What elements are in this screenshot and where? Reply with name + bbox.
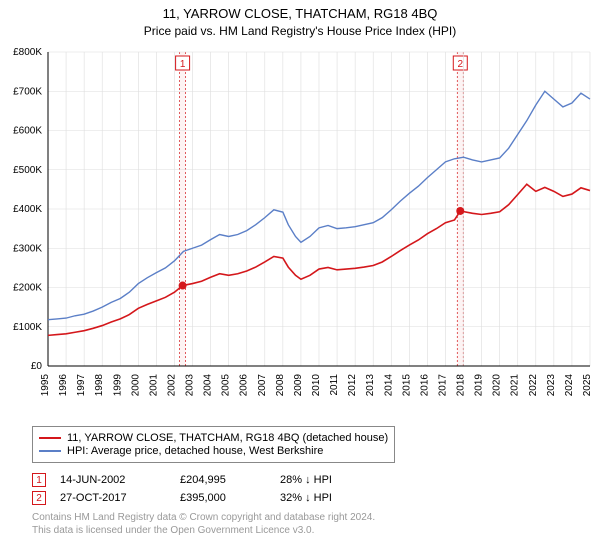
svg-text:£800K: £800K (13, 47, 42, 58)
page-subtitle: Price paid vs. HM Land Registry's House … (0, 21, 600, 44)
svg-text:2022: 2022 (528, 374, 539, 397)
svg-text:2018: 2018 (456, 374, 467, 397)
legend-row: HPI: Average price, detached house, West… (39, 445, 388, 457)
attribution: Contains HM Land Registry data © Crown c… (32, 511, 572, 537)
svg-text:2000: 2000 (130, 374, 141, 397)
svg-text:£400K: £400K (13, 204, 42, 215)
sale-delta: 28% ↓ HPI (280, 474, 400, 486)
svg-text:2009: 2009 (293, 374, 304, 397)
svg-text:2014: 2014 (383, 374, 394, 397)
attribution-line: Contains HM Land Registry data © Crown c… (32, 511, 572, 524)
svg-text:2005: 2005 (221, 374, 232, 397)
svg-text:2008: 2008 (275, 374, 286, 397)
sale-price: £395,000 (180, 492, 280, 504)
svg-text:2011: 2011 (329, 374, 340, 396)
svg-text:2012: 2012 (347, 374, 358, 397)
svg-text:2010: 2010 (311, 374, 322, 397)
chart-svg: 1 2 £0 £100K £200K £300K £400K £500K £600K £700K £… (0, 46, 600, 420)
svg-text:2023: 2023 (546, 374, 557, 397)
svg-text:1995: 1995 (40, 374, 51, 397)
svg-text:2019: 2019 (474, 374, 485, 397)
svg-text:£100K: £100K (13, 322, 42, 333)
legend-swatch-property (39, 437, 61, 439)
svg-text:£700K: £700K (13, 86, 42, 97)
svg-text:2004: 2004 (203, 374, 214, 397)
svg-text:£600K: £600K (13, 126, 42, 137)
svg-text:2001: 2001 (148, 374, 159, 397)
svg-text:1: 1 (180, 59, 186, 70)
svg-text:£200K: £200K (13, 283, 42, 294)
page-title: 11, YARROW CLOSE, THATCHAM, RG18 4BQ (0, 0, 600, 21)
svg-text:£0: £0 (31, 361, 43, 372)
sale-row: 2 27-OCT-2017 £395,000 32% ↓ HPI (32, 491, 572, 505)
svg-text:2002: 2002 (166, 374, 177, 397)
svg-text:1998: 1998 (94, 374, 105, 397)
svg-text:2017: 2017 (437, 374, 448, 397)
svg-text:2006: 2006 (239, 374, 250, 397)
svg-text:2024: 2024 (564, 374, 575, 397)
sale-row: 1 14-JUN-2002 £204,995 28% ↓ HPI (32, 473, 572, 487)
svg-text:2: 2 (458, 59, 464, 70)
svg-text:2007: 2007 (257, 374, 268, 397)
legend-label: HPI: Average price, detached house, West… (67, 445, 323, 457)
svg-text:2013: 2013 (365, 374, 376, 397)
sale-marker-2: 2 (32, 491, 46, 505)
svg-text:£300K: £300K (13, 243, 42, 254)
sale-price: £204,995 (180, 474, 280, 486)
svg-text:2020: 2020 (492, 374, 503, 397)
sale-delta: 32% ↓ HPI (280, 492, 400, 504)
legend-label: 11, YARROW CLOSE, THATCHAM, RG18 4BQ (de… (67, 432, 388, 444)
svg-text:2015: 2015 (401, 374, 412, 397)
svg-text:2003: 2003 (185, 374, 196, 397)
svg-text:2016: 2016 (419, 374, 430, 397)
price-chart: 1 2 £0 £100K £200K £300K £400K £500K £600K £700K £… (0, 46, 600, 420)
sale-date: 27-OCT-2017 (60, 492, 180, 504)
svg-text:1999: 1999 (112, 374, 123, 397)
legend-swatch-hpi (39, 450, 61, 452)
svg-text:£500K: £500K (13, 165, 42, 176)
legend-box: 11, YARROW CLOSE, THATCHAM, RG18 4BQ (de… (32, 426, 395, 463)
svg-text:1996: 1996 (58, 374, 69, 397)
svg-text:2021: 2021 (510, 374, 521, 397)
svg-text:2025: 2025 (582, 374, 593, 397)
attribution-line: This data is licensed under the Open Gov… (32, 524, 572, 537)
sale-date: 14-JUN-2002 (60, 474, 180, 486)
legend-row: 11, YARROW CLOSE, THATCHAM, RG18 4BQ (de… (39, 432, 388, 444)
svg-text:1997: 1997 (76, 374, 87, 397)
sale-marker-1: 1 (32, 473, 46, 487)
